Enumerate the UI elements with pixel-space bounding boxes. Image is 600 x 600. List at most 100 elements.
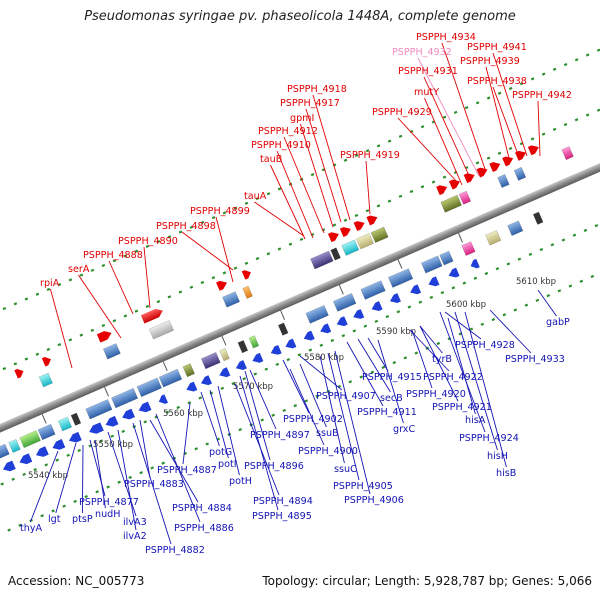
forward-gene-label: PSPPH_4929 [372,107,432,118]
forward-leader-line [269,164,306,240]
forward-gene-box [561,146,574,161]
reverse-leader-line [377,339,404,424]
forward-gene-box [148,319,174,340]
reverse-gene-label: PSPPH_4907 [316,391,376,402]
forward-gene-label: PSPPH_4931 [398,66,458,77]
reverse-leader-line [217,385,240,476]
reverse-leader-line [334,350,371,495]
reverse-leader-line [55,442,77,514]
reverse-gene-label: secB [380,393,403,404]
forward-gene-arrow [327,232,339,243]
reverse-gene-box [421,255,443,274]
forward-leader-line [485,66,511,163]
reverse-gene-label: gabP [546,317,570,328]
reverse-leader-line [155,413,201,523]
tick-mark [397,259,403,269]
tick-mark [104,386,109,397]
forward-labels: rpiA serA PSPPH_4888 PSPPH_4890 PSPPH_4898 PS… [40,32,572,289]
reverse-leader-line [299,355,343,391]
reverse-leader-line [149,419,199,503]
forward-gene-arrow [216,280,228,291]
forward-gene-label: rpiA [40,278,60,289]
reverse-leader-line [439,311,486,433]
reverse-gene-label: PSPPH_4906 [344,495,404,506]
forward-leader-line [417,57,480,177]
chromosome-band [0,38,600,532]
reverse-leader-line [346,341,384,407]
reverse-leader-line [239,375,279,511]
reverse-gene-box [439,250,454,266]
reverse-gene-label: PSPPH_4895 [252,511,312,522]
forward-gene-arrow [96,331,112,343]
forward-leader-line [283,136,325,234]
reverse-gene-label: lgt [48,514,61,525]
forward-gene-arrow [436,185,448,196]
reverse-gene-box [0,443,10,460]
reverse-leader-line [367,337,389,372]
reverse-leader-line [537,289,557,317]
reverse-leader-line [419,325,459,402]
reverse-gene-arrow [186,381,198,392]
forward-leader-line [305,108,342,223]
forward-leader-line [181,231,234,271]
reverse-gene-arrow [371,301,383,311]
reverse-leader-line [411,329,433,389]
tick-mark [280,310,286,320]
forward-gene-arrow [463,173,475,184]
forward-leader-line [312,94,351,221]
reverse-gene-label: PSPPH_4920 [406,389,466,400]
tick-mark [221,335,227,346]
reverse-gene-box [461,241,476,256]
forward-leader-line [143,246,151,309]
reverse-gene-label: PSPPH_4915 [362,372,422,383]
reverse-gene-arrow [219,367,231,378]
forward-genes [14,145,574,388]
reverse-gene-arrow [201,375,213,386]
reverse-gene-box [8,438,21,453]
forward-leader-line [299,123,334,228]
reverse-gene-label: potG [209,447,232,458]
tick-mark [41,414,47,424]
reverse-gene-label: PSPPH_4902 [283,414,343,425]
reverse-gene-label: hisB [496,468,516,479]
reverse-gene-label: PSPPH_4897 [250,430,310,441]
reverse-gene-box [136,377,162,398]
forward-gene-box [222,291,241,308]
reverse-leader-line [419,325,443,354]
reverse-gene-box [507,220,524,236]
reverse-gene-box [57,416,73,432]
genome-stats-text: Topology: circular; Length: 5,928,787 bp… [262,574,592,588]
reverse-gene-label: hisA [465,415,486,426]
reverse-gene-box [360,280,386,300]
reverse-gene-arrow [89,422,104,434]
reverse-leader-line [29,450,59,523]
forward-gene-label: tauA [244,191,267,202]
forward-gene-label: PSPPH_4888 [83,250,143,261]
forward-leader-line [397,117,459,184]
reverse-gene-arrow [320,323,332,334]
tick-label: 5600 kbp [446,300,486,310]
forward-gene-label: PSPPH_4910 [251,140,311,151]
reverse-leader-line [89,439,106,497]
forward-gene-arrow [515,150,526,161]
forward-gene-label: PSPPH_4899 [190,206,250,217]
reverse-gene-label: PSPPH_4922 [423,372,483,383]
forward-gene-label: PSPPH_4919 [340,150,400,161]
forward-gene-box [341,239,360,256]
reverse-gene-label: PSPPH_4900 [298,446,358,457]
reverse-leader-line [249,369,277,430]
reverse-label-leaders [29,289,557,545]
tick-label: 5550 kbp [93,440,133,450]
forward-gene-arrow [339,227,351,237]
forward-gene-arrow [140,308,163,324]
reverse-gene-label: ssuB [316,428,339,439]
reverse-gene-arrow [105,415,119,427]
forward-leader-line [49,288,73,369]
reverse-gene-arrow [336,316,348,327]
reverse-gene-label: ptsP [72,514,93,525]
reverse-gene-label: PSPPH_4877 [79,497,139,508]
reverse-gene-box [219,348,230,362]
track-guide-bottom [7,226,600,532]
